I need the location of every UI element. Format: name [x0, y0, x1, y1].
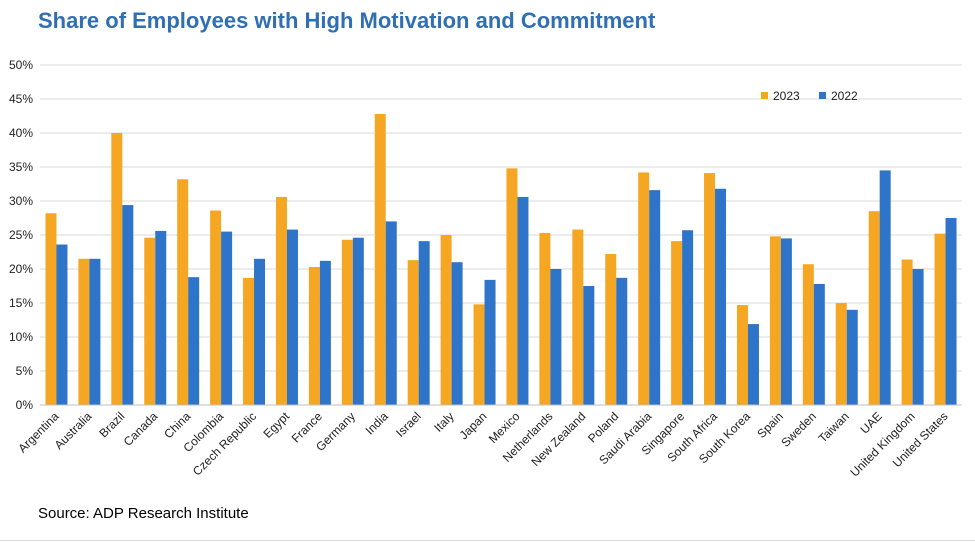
- x-tick-label: Italy: [431, 409, 456, 434]
- bar-2023-egypt: [275, 196, 287, 405]
- bar-2022-colombia: [221, 231, 233, 405]
- x-tick-label: Canada: [121, 409, 161, 449]
- bar-2022-spain: [780, 238, 792, 405]
- bar-2022-mexico: [517, 196, 529, 405]
- legend-swatch: [761, 92, 768, 99]
- bar-2023-new-zealand: [572, 229, 584, 405]
- bar-2023-czech-republic: [243, 277, 255, 405]
- bar-2023-spain: [769, 236, 781, 405]
- bar-2022-japan: [484, 279, 496, 405]
- bar-2022-italy: [451, 262, 463, 405]
- y-tick-label: 20%: [9, 262, 33, 276]
- bar-2022-france: [319, 260, 331, 405]
- bar-2023-sweden: [802, 264, 814, 405]
- bar-2023-mexico: [506, 168, 518, 405]
- bar-2022-south-korea: [747, 324, 759, 405]
- bar-2023-south-korea: [736, 305, 748, 405]
- legend: 2023 2022: [761, 89, 858, 103]
- x-tick-label: Argentina: [15, 409, 61, 455]
- bar-2022-singapore: [682, 230, 694, 405]
- y-tick-label: 15%: [9, 296, 33, 310]
- bar-2022-saudi-arabia: [649, 190, 661, 405]
- bar-2022-united-states: [945, 218, 957, 405]
- y-tick-label: 40%: [9, 126, 33, 140]
- y-tick-label: 25%: [9, 228, 33, 242]
- bar-2023-singapore: [671, 241, 683, 405]
- x-tick-label: Japan: [457, 409, 490, 442]
- bar-2023-south-africa: [704, 173, 716, 405]
- bar-2022-taiwan: [846, 309, 858, 405]
- legend-label: 2023: [773, 89, 800, 103]
- x-tick-label: Taiwan: [816, 409, 852, 445]
- y-tick-label: 0%: [16, 398, 34, 412]
- bar-2023-brazil: [111, 133, 123, 405]
- x-tick-label: Australia: [52, 409, 95, 452]
- x-tick-label: UAE: [857, 409, 884, 436]
- bar-2022-egypt: [286, 229, 298, 405]
- bar-2023-uae: [868, 211, 880, 405]
- bar-2022-uae: [879, 170, 891, 405]
- bar-2023-china: [177, 179, 189, 405]
- bar-2022-australia: [89, 258, 101, 405]
- y-axis-ticks: 0% 5% 10% 15% 20% 25% 30% 35% 40% 45% 50%: [9, 58, 33, 412]
- bar-2022-israel: [418, 241, 430, 405]
- legend-swatch: [819, 92, 826, 99]
- y-tick-label: 10%: [9, 330, 33, 344]
- source-note: Source: ADP Research Institute: [38, 505, 249, 522]
- y-tick-label: 50%: [9, 58, 33, 72]
- bar-2022-netherlands: [550, 269, 562, 405]
- bar-2022-argentina: [56, 244, 68, 405]
- bar-2023-japan: [473, 304, 485, 405]
- x-tick-label: Israel: [393, 409, 424, 440]
- bar-2023-netherlands: [539, 232, 551, 405]
- bar-2022-brazil: [122, 205, 134, 405]
- bar-2023-australia: [78, 258, 90, 405]
- bar-2022-south-africa: [715, 188, 727, 405]
- bar-2022-sweden: [813, 283, 825, 405]
- bar-2023-argentina: [45, 213, 57, 405]
- x-tick-label: Sweden: [778, 409, 819, 450]
- bar-2023-united-states: [934, 233, 946, 405]
- bar-2022-united-kingdom: [912, 269, 924, 405]
- bar-2023-poland: [605, 254, 617, 405]
- bars: [45, 113, 957, 406]
- y-tick-label: 5%: [16, 364, 34, 378]
- bar-2023-canada: [144, 237, 156, 405]
- y-tick-label: 45%: [9, 92, 33, 106]
- y-tick-label: 35%: [9, 160, 33, 174]
- bar-2022-poland: [616, 277, 628, 405]
- bar-2022-china: [188, 277, 200, 405]
- bar-2023-united-kingdom: [901, 259, 913, 405]
- legend-label: 2022: [831, 89, 858, 103]
- bar-2023-colombia: [210, 210, 222, 405]
- x-tick-label: India: [363, 409, 392, 438]
- bar-2023-italy: [440, 235, 452, 405]
- bar-2022-new-zealand: [583, 286, 595, 405]
- bar-2023-saudi-arabia: [638, 172, 650, 405]
- bar-2023-india: [374, 113, 386, 406]
- bar-2023-taiwan: [835, 303, 847, 405]
- bar-2022-canada: [155, 230, 167, 405]
- divider: [0, 540, 975, 541]
- bar-2023-israel: [407, 260, 419, 405]
- bar-2022-germany: [352, 237, 364, 405]
- bar-2022-india: [385, 221, 397, 405]
- chart-title: Share of Employees with High Motivation …: [38, 8, 656, 33]
- bar-2023-france: [308, 266, 320, 405]
- y-tick-label: 30%: [9, 194, 33, 208]
- bar-2022-czech-republic: [254, 258, 266, 405]
- bar-2023-germany: [341, 239, 353, 405]
